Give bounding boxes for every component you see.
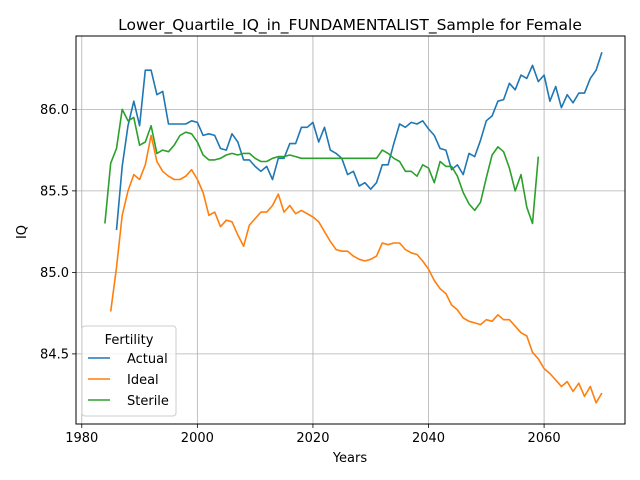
y-tick-label: 85.5	[40, 184, 69, 199]
x-tick-label: 2020	[296, 431, 329, 446]
y-axis-label: IQ	[15, 225, 30, 239]
x-tick-label: 2040	[412, 431, 445, 446]
legend-box	[81, 325, 177, 417]
axis-ticks: 1980 2000 2020 2040 2060 84.5 85.0 85.5 86.0	[40, 103, 561, 446]
legend: Fertility Actual Ideal Sterile	[81, 325, 177, 417]
y-tick-label: 86.0	[40, 103, 69, 118]
legend-label-ideal: Ideal	[127, 373, 159, 388]
y-tick-label: 85.0	[40, 266, 69, 281]
chart-title: Lower_Quartile_IQ_in_FUNDAMENTALIST_Samp…	[118, 16, 582, 35]
series-line-actual	[115, 52, 603, 231]
x-tick-label: 2000	[181, 431, 214, 446]
series-lines	[104, 52, 603, 404]
legend-title: Fertility	[105, 333, 154, 348]
legend-entries: Actual Ideal Sterile	[88, 352, 169, 409]
legend-label-sterile: Sterile	[127, 394, 169, 409]
series-line-sterile	[104, 108, 540, 225]
plot-area	[75, 35, 626, 425]
series-line-ideal	[109, 134, 603, 404]
legend-label-actual: Actual	[127, 352, 168, 367]
x-tick-label: 1980	[65, 431, 98, 446]
x-tick-label: 2060	[528, 431, 561, 446]
y-tick-label: 84.5	[40, 347, 69, 362]
x-axis-label: Years	[332, 451, 368, 466]
